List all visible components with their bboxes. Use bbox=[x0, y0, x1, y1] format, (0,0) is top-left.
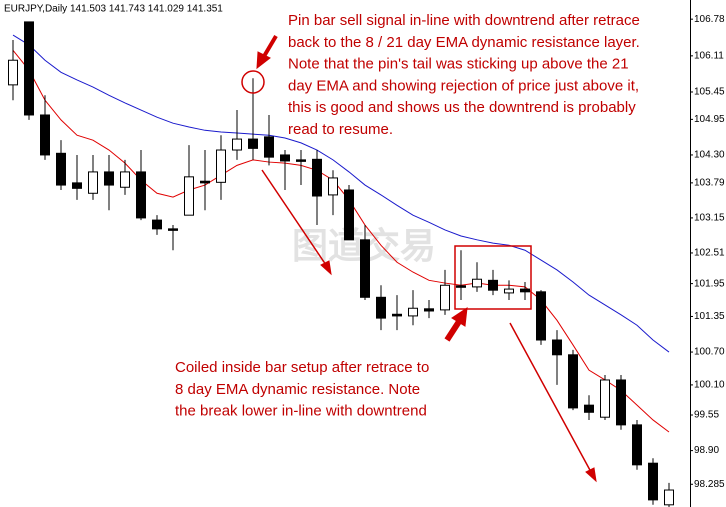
candle-body bbox=[248, 138, 258, 149]
y-tick-label: 102.51 bbox=[694, 248, 725, 259]
candle-body bbox=[232, 138, 242, 151]
candle-body bbox=[200, 180, 210, 184]
candle-body bbox=[392, 313, 402, 317]
candle-body bbox=[136, 171, 146, 219]
candle-body bbox=[536, 291, 546, 341]
candle-body bbox=[472, 278, 482, 288]
candle-body bbox=[520, 288, 530, 293]
y-tick-label: 101.35 bbox=[694, 311, 725, 322]
candle-body bbox=[72, 182, 82, 189]
annotation-text: this is good and shows us the downtrend … bbox=[288, 99, 636, 116]
y-tick-label: 104.95 bbox=[694, 114, 725, 125]
candle-body bbox=[504, 288, 514, 294]
candle-body bbox=[168, 228, 178, 231]
candle-body bbox=[184, 176, 194, 216]
arrow-shaft bbox=[261, 34, 278, 60]
candle-body bbox=[584, 404, 594, 413]
annotation-text: back to the 8 / 21 day EMA dynamic resis… bbox=[288, 34, 640, 51]
y-tick-label: 106.78 bbox=[694, 14, 725, 25]
candle-body bbox=[280, 154, 290, 162]
arrow-head bbox=[451, 306, 468, 327]
y-tick-label: 99.55 bbox=[694, 410, 719, 421]
candle-body bbox=[88, 171, 98, 194]
candle-body bbox=[216, 149, 226, 183]
annotation-text: Coiled inside bar setup after retrace to bbox=[175, 359, 429, 376]
inside-bar-box bbox=[454, 245, 532, 310]
y-tick-label: 100.70 bbox=[694, 347, 725, 358]
y-tick-label: 106.11 bbox=[694, 50, 724, 61]
candle-body bbox=[296, 159, 306, 162]
annotation-text: 8 day EMA dynamic resistance. Note bbox=[175, 381, 420, 398]
annotation-text: day EMA and showing rejection of price j… bbox=[288, 77, 639, 94]
candle-body bbox=[552, 339, 562, 356]
candle-body bbox=[424, 308, 434, 312]
annotation-shapes bbox=[241, 34, 597, 483]
candle-body bbox=[488, 279, 498, 291]
candle-body bbox=[360, 239, 370, 298]
candle-body bbox=[264, 136, 274, 158]
y-tick-label: 103.79 bbox=[694, 178, 725, 189]
candle-body bbox=[8, 59, 18, 86]
y-tick-label: 98.90 bbox=[694, 445, 719, 456]
candle-body bbox=[40, 114, 50, 156]
candle-body bbox=[24, 21, 34, 116]
ema-line bbox=[12, 50, 670, 433]
annotation-text: read to resume. bbox=[288, 121, 393, 138]
y-tick-label: 105.45 bbox=[694, 87, 725, 98]
y-tick-label: 104.30 bbox=[694, 150, 725, 161]
candle-body bbox=[152, 219, 162, 230]
candle-body bbox=[344, 189, 354, 241]
candle-body bbox=[568, 354, 578, 409]
arrow-shaft bbox=[261, 169, 327, 266]
candle-body bbox=[440, 284, 450, 311]
arrow-shaft bbox=[444, 318, 463, 342]
candle-body bbox=[56, 152, 66, 186]
arrow-head bbox=[320, 260, 332, 276]
y-tick-label: 98.285 bbox=[694, 479, 725, 490]
candle-body bbox=[648, 462, 658, 501]
y-tick-label: 103.15 bbox=[694, 213, 725, 224]
candle-body bbox=[312, 158, 322, 197]
annotation-text: the break lower in-line with downtrend bbox=[175, 403, 427, 420]
candle-body bbox=[616, 379, 626, 426]
y-tick-label: 101.95 bbox=[694, 278, 725, 289]
arrow-head bbox=[256, 51, 271, 70]
arrow-shaft bbox=[509, 322, 592, 473]
chart-title: EURJPY,Daily 141.503 141.743 141.029 141… bbox=[4, 4, 223, 15]
candle-body bbox=[328, 177, 338, 196]
annotation-text: Pin bar sell signal in-line with downtre… bbox=[288, 12, 640, 29]
plot bbox=[8, 21, 674, 507]
candle-body bbox=[664, 489, 674, 506]
annotation-text: Note that the pin's tail was sticking up… bbox=[288, 56, 629, 73]
candle-body bbox=[408, 307, 418, 317]
y-tick-label: 100.10 bbox=[694, 380, 725, 391]
candle-body bbox=[600, 379, 610, 418]
pin-circle bbox=[241, 70, 265, 94]
arrow-head bbox=[585, 467, 597, 483]
candle-body bbox=[632, 424, 642, 466]
ema-line bbox=[12, 34, 670, 353]
candle-body bbox=[376, 296, 386, 319]
candle-body bbox=[456, 285, 466, 288]
candle-body bbox=[120, 171, 130, 188]
candle-body bbox=[104, 171, 114, 186]
